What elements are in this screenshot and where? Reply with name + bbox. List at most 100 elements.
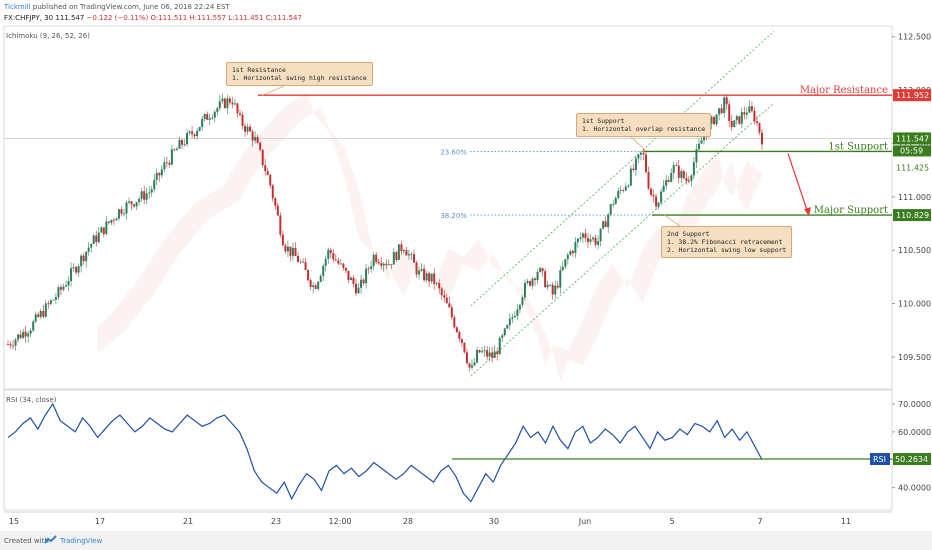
- candle-body: [589, 239, 592, 242]
- cloud-area: [97, 92, 762, 382]
- candle-body: [455, 327, 458, 333]
- candle-body: [486, 350, 489, 357]
- rsi-line: [7, 402, 763, 503]
- candle-body: [587, 238, 589, 242]
- candle-body: [27, 333, 30, 337]
- annotation-2nd-support[interactable]: 2nd Support 1. 38.2% Fibonacci retraceme…: [661, 226, 793, 258]
- close-value: C:111.547: [265, 14, 302, 22]
- candle-body: [609, 204, 612, 215]
- candle-body: [675, 165, 678, 166]
- time-axis-label: 7: [757, 517, 762, 526]
- candle-body: [758, 123, 761, 133]
- candle-body: [425, 273, 428, 281]
- candle-body: [165, 162, 168, 164]
- candle-body: [700, 140, 703, 144]
- candle-body: [445, 297, 448, 304]
- candle-body: [622, 190, 625, 191]
- candle-body: [302, 261, 305, 263]
- candle-body: [617, 190, 620, 198]
- candle-body: [761, 132, 763, 145]
- candle-body: [523, 282, 526, 298]
- candle-body: [584, 233, 587, 239]
- candle-body: [360, 279, 363, 288]
- candle-body: [634, 158, 637, 170]
- candle-body: [286, 246, 289, 252]
- major-resistance-price-tag-bg: [893, 89, 931, 102]
- candle-body: [246, 126, 249, 132]
- candle-body: [372, 254, 375, 267]
- candle-body: [385, 263, 388, 266]
- candle-body: [410, 254, 413, 255]
- candle-body: [80, 255, 83, 267]
- candle-body: [102, 227, 105, 235]
- candle-body: [430, 273, 433, 282]
- candle-body: [496, 351, 499, 355]
- candle-body: [493, 351, 496, 358]
- candle-body: [703, 135, 705, 141]
- candle-body: [539, 268, 542, 272]
- tradingview-link[interactable]: TradingView: [60, 537, 103, 545]
- candle-body: [564, 259, 567, 267]
- candle-body: [256, 137, 259, 143]
- candle-body: [476, 350, 479, 363]
- annotation-title: 2nd Support: [667, 230, 710, 238]
- candle-body: [579, 237, 582, 239]
- annotation-1st-support[interactable]: 1st Support 1. Horizontal overlap resist…: [576, 113, 712, 137]
- candle-body: [221, 98, 224, 102]
- candle-body: [327, 249, 330, 259]
- candle-body: [24, 331, 27, 337]
- candle-body: [637, 154, 640, 159]
- candle-body: [687, 180, 690, 182]
- candle-body: [513, 315, 516, 318]
- candle-body: [529, 281, 531, 286]
- annotation-line: 1. Horizontal overlap resistance: [582, 125, 706, 133]
- candle-body: [317, 281, 320, 289]
- candle-body: [723, 97, 726, 113]
- time-axis-label: Jun: [578, 517, 592, 526]
- candle-body: [334, 259, 337, 261]
- candle-body: [660, 191, 663, 203]
- candle-body: [728, 104, 731, 121]
- rsi-badge-bg: [870, 453, 890, 466]
- candle-body: [453, 317, 456, 328]
- candle-body: [713, 116, 716, 125]
- candle-body: [501, 335, 504, 338]
- annotation-1st-resistance[interactable]: 1st Resistance 1. Horizontal swing high …: [226, 62, 373, 86]
- candle-body: [307, 270, 310, 281]
- candle-body: [115, 218, 118, 221]
- candle-body: [304, 262, 307, 271]
- candle-body: [107, 221, 110, 223]
- current-price-tag: 111.547: [896, 134, 929, 143]
- candle-body: [42, 310, 45, 317]
- time-axis-label: 30: [489, 517, 499, 526]
- candle-body: [750, 106, 753, 112]
- candle-body: [420, 268, 423, 271]
- candle-body: [72, 267, 75, 269]
- candle-body: [188, 131, 191, 134]
- candle-body: [753, 111, 756, 122]
- rsi-label[interactable]: RSI (34, close): [6, 396, 57, 404]
- candle-body: [297, 256, 299, 263]
- candle-body: [481, 351, 484, 353]
- candle-body: [402, 250, 405, 252]
- ichimoku-label[interactable]: Ichimoku (9, 26, 52, 26): [6, 32, 90, 40]
- candle-body: [181, 139, 183, 145]
- candle-body: [465, 352, 468, 364]
- candle-body: [629, 168, 632, 186]
- candle-body: [312, 285, 315, 288]
- candle-body: [531, 278, 534, 286]
- channel-upper-line: [470, 31, 775, 307]
- first-support-price-tag: 111.425: [896, 163, 929, 172]
- candle-body: [592, 237, 595, 240]
- chart-canvas[interactable]: 109.500110.000110.500111.000111.500112.0…: [0, 0, 932, 531]
- candle-body: [216, 108, 219, 112]
- candle-body: [54, 297, 57, 300]
- candle-body: [196, 130, 199, 136]
- candle-body: [518, 304, 521, 310]
- first-support-label: 1st Support: [828, 141, 888, 152]
- author-link[interactable]: Tickmill: [4, 3, 31, 11]
- candle-body: [602, 221, 605, 229]
- candle-body: [201, 118, 204, 128]
- candle-body: [276, 205, 279, 216]
- price-pane: [3, 25, 893, 390]
